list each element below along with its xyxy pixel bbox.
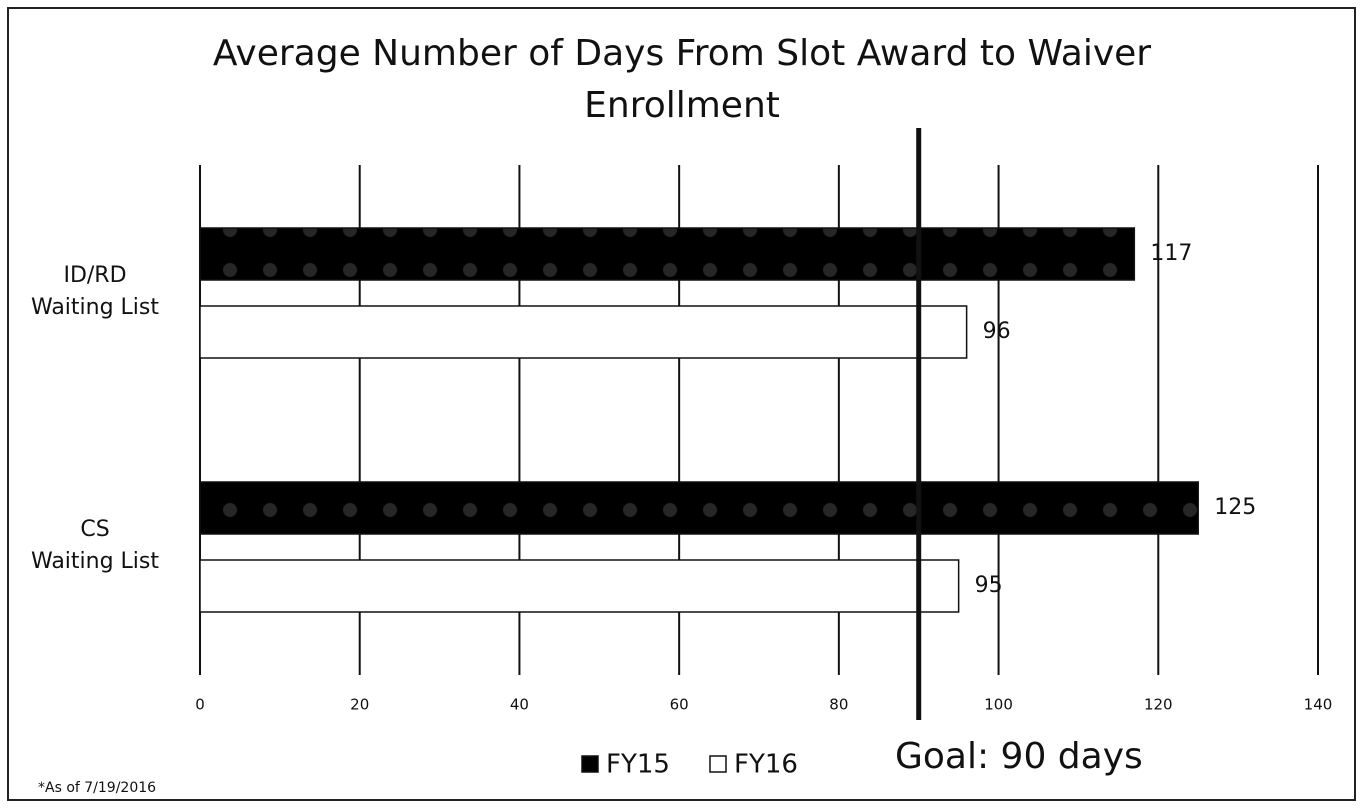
bar — [199, 481, 1199, 535]
y-tick-label: ID/RD Waiting List — [30, 263, 160, 320]
data-label: 117 — [1150, 241, 1192, 266]
x-tick-label: 140 — [1304, 696, 1333, 714]
data-label: 95 — [975, 573, 1003, 598]
bar — [199, 305, 968, 359]
chart-title: Average Number of Days From Slot Award t… — [212, 33, 1152, 126]
x-tick-label: 20 — [350, 696, 369, 714]
x-tick-label: 80 — [829, 696, 848, 714]
data-label: 125 — [1214, 495, 1256, 520]
legend-swatch — [709, 755, 727, 773]
x-tick-label: 100 — [984, 696, 1013, 714]
x-tick-label: 0 — [195, 696, 205, 714]
legend-label: FY16 — [734, 750, 798, 780]
goal-label: Goal: 90 days — [895, 736, 1143, 777]
x-tick-label: 40 — [510, 696, 529, 714]
frame — [7, 7, 1356, 801]
legend-swatch — [581, 755, 599, 773]
data-label: 96 — [983, 319, 1011, 344]
bar — [199, 559, 960, 613]
legend-label: FY15 — [606, 750, 670, 780]
y-tick-label: CS Waiting List — [30, 517, 160, 574]
footnote: *As of 7/19/2016 — [38, 780, 157, 796]
bar — [199, 227, 1136, 281]
x-tick-label: 60 — [670, 696, 689, 714]
x-tick-label: 120 — [1144, 696, 1173, 714]
